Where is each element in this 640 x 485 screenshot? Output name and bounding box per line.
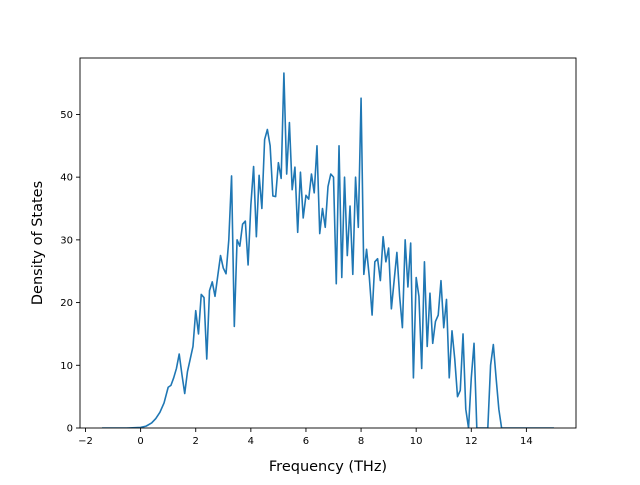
y-axis-label: Density of States <box>30 181 46 305</box>
x-tick-label: 10 <box>410 436 423 447</box>
x-axis-label: Frequency (THz) <box>269 459 387 475</box>
y-tick-label: 40 <box>60 173 73 184</box>
x-tick-label: 2 <box>193 436 199 447</box>
y-tick-label: 20 <box>60 298 73 309</box>
plot-frame <box>79 57 577 429</box>
y-tick-label: 50 <box>60 110 73 121</box>
plot-area <box>80 58 576 428</box>
x-axis-ticks: −2 0 2 4 6 8 10 12 14 <box>78 428 533 447</box>
x-tick-label: 4 <box>248 436 254 447</box>
x-tick-label: −2 <box>78 436 93 447</box>
x-tick-label: 0 <box>137 436 143 447</box>
dos-series-line <box>102 72 554 428</box>
x-tick-label: 12 <box>465 436 478 447</box>
x-tick-label: 14 <box>520 436 533 447</box>
y-axis-ticks: 0 10 20 30 40 50 <box>60 110 80 435</box>
y-tick-label: 30 <box>60 235 73 246</box>
y-tick-label: 10 <box>60 361 73 372</box>
x-tick-label: 8 <box>358 436 364 447</box>
x-tick-label: 6 <box>303 436 309 447</box>
y-tick-label: 0 <box>67 424 73 435</box>
